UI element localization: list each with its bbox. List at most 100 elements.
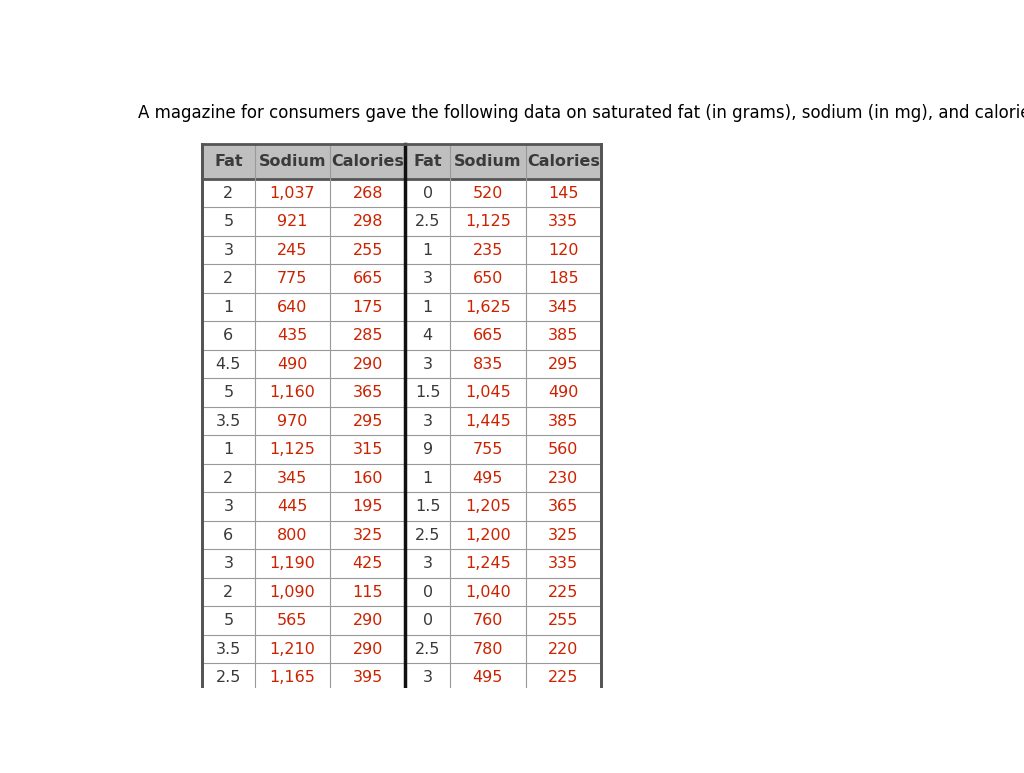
Text: Calories: Calories: [527, 154, 600, 169]
Text: 1,625: 1,625: [465, 300, 511, 315]
Text: 3: 3: [423, 556, 433, 571]
Text: 560: 560: [548, 442, 579, 457]
Text: 225: 225: [548, 584, 579, 600]
Text: 0: 0: [423, 584, 433, 600]
Text: 921: 921: [278, 214, 307, 230]
Text: 520: 520: [473, 186, 503, 201]
Text: 650: 650: [473, 271, 503, 286]
Text: 1.5: 1.5: [415, 385, 440, 400]
Text: 1: 1: [223, 300, 233, 315]
Text: 665: 665: [352, 271, 383, 286]
Text: 285: 285: [352, 329, 383, 343]
Text: 345: 345: [278, 471, 307, 485]
Text: 3: 3: [223, 499, 233, 514]
Text: 1,090: 1,090: [269, 584, 315, 600]
Text: 2.5: 2.5: [216, 670, 241, 685]
Text: 175: 175: [352, 300, 383, 315]
Text: 290: 290: [352, 642, 383, 656]
Text: 160: 160: [352, 471, 383, 485]
Text: 1: 1: [423, 243, 433, 257]
Text: 0: 0: [423, 613, 433, 628]
Text: 2: 2: [223, 186, 233, 201]
Text: 3: 3: [423, 271, 433, 286]
Text: 2.5: 2.5: [415, 528, 440, 543]
Text: 325: 325: [548, 528, 579, 543]
Text: Fat: Fat: [414, 154, 442, 169]
Text: 1,125: 1,125: [269, 442, 315, 457]
Text: 1,210: 1,210: [269, 642, 315, 656]
Text: 4.5: 4.5: [216, 356, 241, 372]
Text: 1,160: 1,160: [269, 385, 315, 400]
Text: 0: 0: [423, 186, 433, 201]
Text: 4: 4: [423, 329, 433, 343]
Text: 315: 315: [352, 442, 383, 457]
Text: 5: 5: [223, 214, 233, 230]
Text: 1,445: 1,445: [465, 414, 511, 429]
Text: 230: 230: [548, 471, 579, 485]
Text: 9: 9: [423, 442, 433, 457]
Text: 1: 1: [223, 442, 233, 457]
Text: 800: 800: [278, 528, 307, 543]
Text: Fat: Fat: [214, 154, 243, 169]
Text: 435: 435: [278, 329, 307, 343]
Text: 235: 235: [473, 243, 503, 257]
Text: 195: 195: [352, 499, 383, 514]
Text: 755: 755: [473, 442, 503, 457]
Text: 1,045: 1,045: [465, 385, 511, 400]
Text: 565: 565: [278, 613, 307, 628]
Text: 325: 325: [352, 528, 383, 543]
Text: 3: 3: [423, 356, 433, 372]
Text: 385: 385: [548, 329, 579, 343]
Text: 495: 495: [473, 670, 503, 685]
Text: 120: 120: [548, 243, 579, 257]
Text: 335: 335: [548, 214, 579, 230]
Text: 255: 255: [548, 613, 579, 628]
Text: 1,190: 1,190: [269, 556, 315, 571]
Text: Calories: Calories: [332, 154, 404, 169]
Text: 295: 295: [352, 414, 383, 429]
Text: 365: 365: [352, 385, 383, 400]
Text: 268: 268: [352, 186, 383, 201]
Text: 1,037: 1,037: [269, 186, 315, 201]
Text: 1,205: 1,205: [465, 499, 511, 514]
Text: 1.5: 1.5: [415, 499, 440, 514]
Text: A magazine for consumers gave the following data on saturated fat (in grams), so: A magazine for consumers gave the follow…: [138, 104, 1024, 121]
Text: Sodium: Sodium: [258, 154, 326, 169]
Text: 5: 5: [223, 613, 233, 628]
Text: 490: 490: [548, 385, 579, 400]
Bar: [202, 145, 601, 179]
Text: 345: 345: [548, 300, 579, 315]
Text: 365: 365: [548, 499, 579, 514]
Text: 295: 295: [548, 356, 579, 372]
Text: 335: 335: [548, 556, 579, 571]
Text: 760: 760: [473, 613, 503, 628]
Text: 1: 1: [423, 300, 433, 315]
Text: 425: 425: [352, 556, 383, 571]
Text: 445: 445: [278, 499, 307, 514]
Text: 290: 290: [352, 613, 383, 628]
Text: 495: 495: [473, 471, 503, 485]
Text: 970: 970: [278, 414, 307, 429]
Text: 115: 115: [352, 584, 383, 600]
Text: 1,165: 1,165: [269, 670, 315, 685]
Text: 298: 298: [352, 214, 383, 230]
Text: 395: 395: [352, 670, 383, 685]
Text: 775: 775: [278, 271, 307, 286]
Text: 145: 145: [548, 186, 579, 201]
Text: 290: 290: [352, 356, 383, 372]
Text: 2.5: 2.5: [415, 214, 440, 230]
Text: 3.5: 3.5: [216, 642, 241, 656]
Text: 1: 1: [423, 471, 433, 485]
Text: 3: 3: [223, 556, 233, 571]
Text: 1,040: 1,040: [465, 584, 511, 600]
Text: 3: 3: [223, 243, 233, 257]
Text: 5: 5: [223, 385, 233, 400]
Text: 2: 2: [223, 271, 233, 286]
Text: 1,245: 1,245: [465, 556, 511, 571]
Text: 6: 6: [223, 528, 233, 543]
Text: 2.5: 2.5: [415, 642, 440, 656]
Text: 255: 255: [352, 243, 383, 257]
Text: 245: 245: [278, 243, 307, 257]
Text: 185: 185: [548, 271, 579, 286]
Bar: [202, 145, 601, 692]
